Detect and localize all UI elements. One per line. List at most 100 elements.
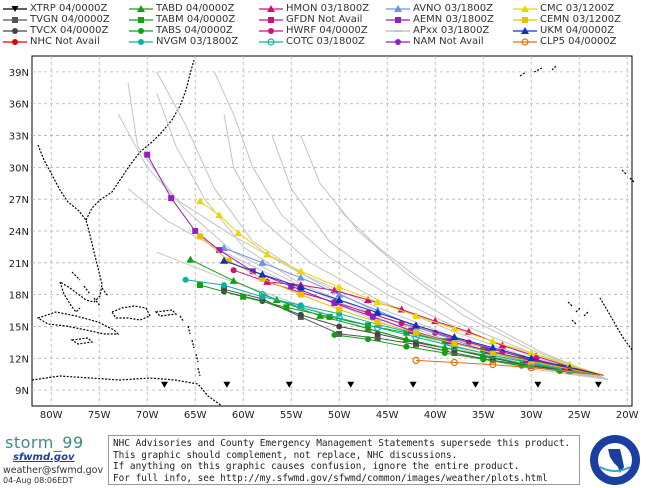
legend-swatch: [386, 30, 410, 32]
track-point: [220, 256, 228, 264]
lat-tick-label: 36N: [9, 100, 29, 111]
track-ukm: [220, 256, 604, 376]
legend-marker: [267, 5, 275, 12]
legend-marker: [395, 17, 401, 23]
legend-label: AEMN 03/1800Z: [413, 14, 494, 25]
track-point: [373, 298, 382, 306]
track-point: [373, 308, 382, 316]
track-point: [335, 290, 344, 298]
legend-label: COTC 03/1800Z: [286, 36, 365, 47]
track-point: [296, 273, 305, 281]
legend-swatch: [3, 17, 27, 23]
track-point: [527, 354, 536, 362]
disclaimer-line: If anything on this graphic causes confu…: [113, 461, 520, 472]
legend-marker: [12, 39, 18, 45]
track-point: [192, 228, 199, 234]
track-point: [534, 381, 542, 388]
storm-track-map: 80W 75W 70W 65W 60W 55W 50W 45W 40W 35W 30W 25W 20W 9…: [9, 55, 639, 421]
lat-tick-label: 9N: [15, 386, 29, 397]
lat-tick-label: 18N: [9, 291, 29, 302]
lon-tick-label: 30W: [520, 410, 543, 421]
track-point: [369, 313, 376, 320]
lat-tick-label: 33N: [9, 132, 29, 143]
coastline-cuba: [36, 311, 120, 335]
track-point: [240, 293, 247, 300]
disclaimer-line: This graphic should complement, not repl…: [113, 449, 458, 461]
lat-tick-label: 15N: [9, 322, 29, 333]
track-point: [258, 258, 267, 266]
track-point: [331, 300, 338, 307]
coastline-us-east: [37, 144, 103, 303]
legend-swatch: [386, 39, 410, 45]
legend-marker: [521, 5, 529, 12]
coastlines: [31, 59, 635, 407]
coastline-bahamas: [71, 271, 109, 307]
track-point: [527, 348, 536, 356]
brand-site-link[interactable]: sfwmd.gov: [13, 452, 75, 463]
track-point: [594, 381, 602, 388]
lon-tick-label: 35W: [472, 410, 495, 421]
track-point: [412, 311, 420, 319]
track-point: [409, 381, 417, 388]
track-point: [336, 330, 343, 337]
model-legend: XTRP 04/0000Z TVGN 04/0000Z TVCX 04/0000Z N…: [0, 0, 650, 50]
track-point: [403, 343, 410, 350]
legend-label: NVGM 03/1800Z: [156, 36, 239, 47]
track-point: [288, 283, 295, 290]
coastline-azores: [519, 65, 557, 77]
legend-swatch: [513, 38, 537, 46]
track-point: [498, 341, 507, 349]
legend-label: AVNO 03/1800Z: [413, 3, 493, 14]
model-tracks: [144, 151, 604, 388]
coastline-hispaniola: [111, 305, 151, 321]
legend-marker: [137, 5, 145, 12]
track-point: [489, 361, 497, 369]
track-point: [196, 197, 204, 205]
track-point: [374, 330, 381, 337]
track-point: [365, 336, 371, 343]
legend-swatch: [259, 17, 283, 23]
track-point: [335, 283, 344, 291]
lon-tick-label: 40W: [424, 410, 447, 421]
ensemble-track-line: [338, 209, 609, 380]
legend-label: XTRP 04/0000Z: [30, 3, 108, 14]
track-point: [234, 229, 243, 237]
lat-tick-label: 39N: [9, 68, 29, 79]
track-point: [472, 381, 480, 388]
track-point: [374, 319, 381, 326]
track-point: [331, 331, 338, 338]
legend-label: TVCX 04/0000Z: [30, 25, 109, 36]
track-point: [479, 351, 488, 359]
track-point: [488, 337, 497, 345]
lat-tick-label: 30N: [9, 163, 29, 174]
lon-tick-label: 45W: [376, 410, 399, 421]
track-point: [221, 282, 227, 289]
track-point: [397, 305, 406, 313]
legend-swatch: [3, 6, 27, 12]
legend-swatch: [129, 39, 153, 45]
track-point: [336, 323, 343, 330]
coastline-madeira: [621, 169, 635, 183]
lon-tick-label: 65W: [184, 410, 207, 421]
legend-marker: [521, 27, 529, 34]
legend-marker: [138, 17, 144, 23]
track-point: [215, 211, 224, 219]
coastline-florida: [59, 281, 81, 313]
track-point: [229, 276, 238, 284]
legend-swatch: [129, 17, 153, 23]
track-point: [451, 349, 458, 356]
track-point: [197, 233, 203, 240]
lat-tick-label: 27N: [9, 195, 29, 206]
legend-marker: [268, 28, 274, 34]
track-point: [398, 320, 405, 327]
legend-label: GFDN Not Avail: [286, 14, 363, 25]
contact-email[interactable]: weather@sfwmd.gov: [3, 465, 104, 476]
legend-marker: [521, 38, 529, 46]
disclaimer-url[interactable]: For full info, see http://my.sfwmd.gov/s…: [113, 472, 548, 484]
track-point: [197, 282, 203, 289]
track-line: [199, 235, 604, 376]
track-point: [527, 364, 535, 372]
track-xtrp: [160, 381, 602, 388]
legend-swatch: [386, 5, 410, 12]
track-point: [364, 295, 372, 303]
